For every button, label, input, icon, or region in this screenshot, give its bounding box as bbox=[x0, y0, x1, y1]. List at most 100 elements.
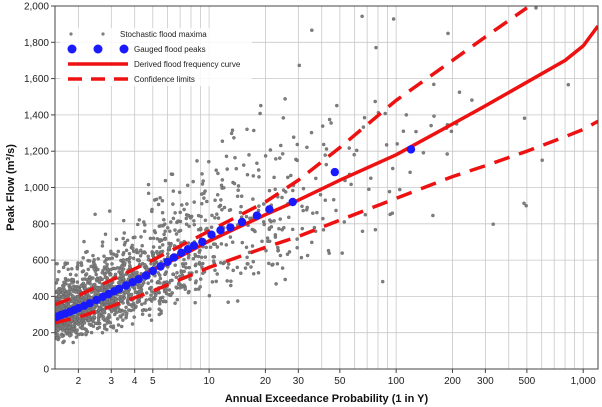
stochastic-point bbox=[276, 245, 280, 250]
stochastic-point bbox=[274, 282, 278, 286]
stochastic-point bbox=[143, 301, 147, 305]
stochastic-point bbox=[129, 292, 134, 297]
stochastic-point bbox=[166, 252, 170, 256]
stochastic-point bbox=[175, 271, 179, 275]
x-axis-title: Annual Exceedance Probability (1 in Y) bbox=[225, 393, 429, 405]
stochastic-point bbox=[110, 262, 114, 266]
stochastic-point bbox=[158, 276, 163, 281]
stochastic-point bbox=[152, 229, 157, 233]
stochastic-point bbox=[184, 216, 189, 221]
stochastic-point bbox=[185, 183, 190, 188]
stochastic-point bbox=[214, 168, 218, 172]
stochastic-point bbox=[153, 297, 157, 301]
stochastic-point bbox=[121, 218, 126, 223]
stochastic-point bbox=[225, 167, 229, 171]
stochastic-point bbox=[272, 219, 276, 223]
stochastic-point bbox=[87, 322, 92, 326]
stochastic-point bbox=[80, 326, 84, 331]
stochastic-point bbox=[126, 291, 131, 296]
stochastic-point bbox=[162, 299, 166, 303]
stochastic-point bbox=[327, 117, 332, 122]
stochastic-point bbox=[261, 220, 266, 224]
stochastic-point bbox=[390, 166, 395, 171]
stochastic-point bbox=[56, 333, 60, 337]
stochastic-point bbox=[191, 179, 195, 184]
stochastic-point bbox=[82, 321, 87, 325]
stochastic-point bbox=[291, 135, 296, 139]
stochastic-point bbox=[60, 334, 65, 339]
stochastic-point bbox=[445, 152, 449, 156]
stochastic-point bbox=[100, 330, 105, 335]
stochastic-point bbox=[340, 251, 344, 255]
stochastic-point bbox=[123, 261, 127, 265]
stochastic-point bbox=[274, 157, 278, 161]
stochastic-point bbox=[156, 202, 161, 207]
stochastic-point bbox=[91, 318, 95, 322]
stochastic-point bbox=[122, 231, 127, 235]
stochastic-point bbox=[323, 198, 328, 202]
stochastic-point bbox=[140, 302, 144, 307]
stochastic-point bbox=[113, 266, 117, 271]
stochastic-point bbox=[252, 128, 256, 133]
stochastic-point bbox=[157, 312, 162, 317]
stochastic-point bbox=[207, 293, 212, 298]
stochastic-point bbox=[73, 286, 77, 291]
stochastic-point bbox=[148, 297, 153, 301]
stochastic-point bbox=[101, 317, 105, 321]
stochastic-point bbox=[80, 277, 85, 281]
stochastic-point bbox=[211, 259, 216, 263]
stochastic-point bbox=[383, 111, 387, 116]
legend-label-confidence: Confidence limits bbox=[134, 75, 195, 84]
stochastic-point bbox=[118, 309, 122, 314]
stochastic-point bbox=[233, 155, 237, 160]
stochastic-point bbox=[60, 291, 65, 295]
stochastic-point bbox=[140, 308, 145, 313]
stochastic-point bbox=[121, 273, 125, 277]
stochastic-point bbox=[205, 226, 209, 231]
gauged-point bbox=[183, 245, 193, 254]
stochastic-point bbox=[220, 178, 225, 182]
stochastic-point bbox=[130, 246, 135, 251]
stochastic-point bbox=[391, 17, 396, 21]
stochastic-point bbox=[71, 294, 75, 298]
stochastic-point bbox=[197, 250, 202, 254]
stochastic-point bbox=[342, 220, 347, 224]
stochastic-point bbox=[245, 255, 249, 260]
legend-marker-gauged bbox=[67, 44, 77, 54]
stochastic-point bbox=[256, 271, 261, 275]
stochastic-point bbox=[295, 142, 300, 147]
stochastic-point bbox=[431, 213, 435, 218]
stochastic-point bbox=[150, 207, 154, 212]
stochastic-point bbox=[374, 45, 378, 50]
stochastic-point bbox=[432, 114, 436, 118]
stochastic-point bbox=[55, 336, 59, 341]
stochastic-point bbox=[139, 235, 143, 239]
stochastic-point bbox=[329, 121, 333, 125]
stochastic-point bbox=[239, 271, 243, 275]
stochastic-point bbox=[198, 277, 203, 281]
stochastic-point bbox=[174, 232, 179, 236]
y-axis-ticks: 0 200 400 600 800 1,000 1,200 1,400 1,600 1,800 2,… bbox=[24, 2, 55, 376]
stochastic-point bbox=[144, 298, 149, 302]
stochastic-point bbox=[56, 288, 60, 293]
stochastic-point bbox=[245, 127, 249, 132]
stochastic-point bbox=[215, 212, 219, 216]
stochastic-point bbox=[61, 295, 65, 300]
stochastic-point bbox=[143, 251, 147, 255]
stochastic-point bbox=[151, 251, 156, 255]
stochastic-point bbox=[55, 277, 60, 282]
y-tick-label: 1,600 bbox=[24, 74, 49, 85]
stochastic-point bbox=[171, 216, 176, 221]
stochastic-point bbox=[113, 312, 117, 317]
stochastic-point bbox=[102, 254, 106, 258]
stochastic-point bbox=[203, 255, 208, 259]
stochastic-point bbox=[193, 287, 198, 292]
legend-label-stochastic: Stochastic flood maxima bbox=[120, 30, 207, 39]
stochastic-point bbox=[71, 298, 76, 303]
stochastic-point bbox=[134, 304, 138, 309]
stochastic-point bbox=[244, 245, 249, 250]
x-tick-label: 1,000 bbox=[571, 376, 596, 387]
stochastic-point bbox=[121, 252, 125, 257]
stochastic-point bbox=[157, 245, 162, 250]
